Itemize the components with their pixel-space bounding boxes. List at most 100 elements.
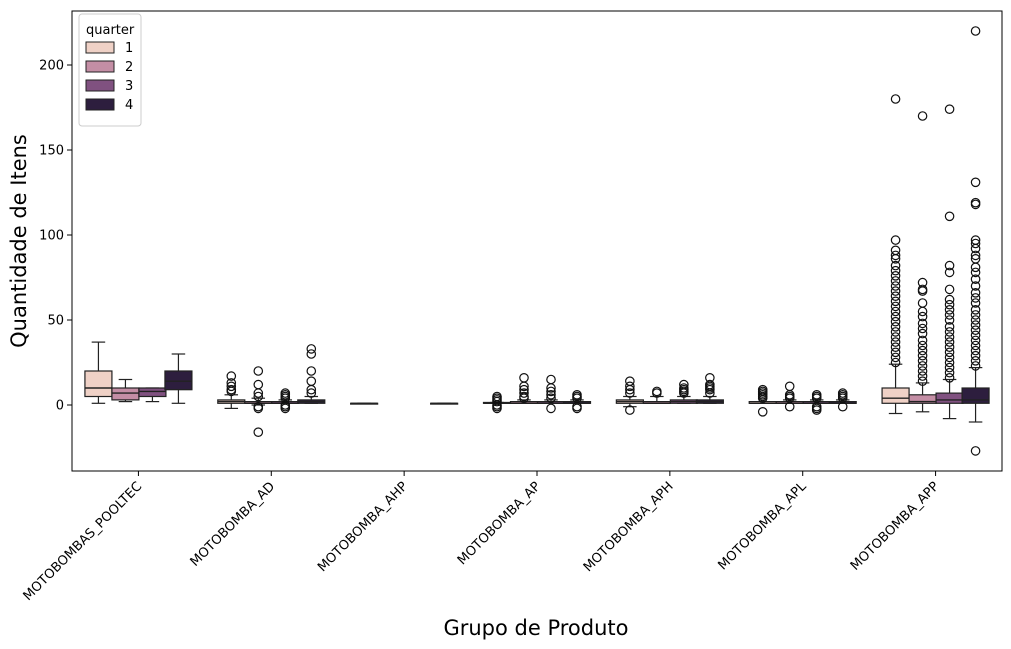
legend-swatch — [85, 79, 115, 92]
box — [138, 387, 167, 398]
x-axis-title: Grupo de Produto — [443, 616, 628, 640]
outlier-point — [944, 321, 955, 332]
outlier-point — [890, 332, 901, 342]
outlier-point — [890, 286, 901, 296]
x-tick-label: MOTOBOMBA_AD — [188, 479, 278, 569]
outlier-point — [492, 391, 502, 402]
outlier-point — [890, 311, 901, 322]
outlier-point — [757, 384, 768, 395]
x-tick-label: MOTOBOMBA_AHP — [315, 479, 411, 575]
outlier-point — [944, 357, 955, 368]
outlier-point — [226, 371, 237, 381]
outlier-point — [970, 325, 981, 335]
outlier-point — [890, 265, 901, 276]
outlier-point — [890, 357, 901, 368]
outlier-point — [757, 406, 768, 417]
outlier-point — [970, 320, 981, 330]
outlier-point — [890, 281, 901, 291]
legend-swatch — [85, 41, 115, 54]
outlier-point — [944, 352, 955, 363]
outlier-point — [705, 372, 715, 383]
outlier-point — [970, 293, 981, 303]
outlier-point — [253, 427, 264, 437]
outlier-point — [306, 376, 317, 386]
outlier-point — [280, 388, 291, 398]
outlier-point — [679, 379, 689, 390]
outlier-point — [519, 388, 529, 398]
outlier-point — [970, 304, 981, 315]
series-2 — [111, 111, 937, 437]
x-axis: MOTOBOMBAS_POOLTEC MOTOBOMBA_AD MOTOBOMBA_… — [21, 471, 943, 604]
box — [935, 392, 964, 404]
outlier-point — [970, 274, 981, 284]
outlier-point — [970, 315, 981, 325]
legend: quarter 1 2 3 4 — [78, 13, 142, 127]
outlier-point — [970, 177, 981, 188]
outlier-point — [890, 235, 901, 245]
outlier-point — [890, 347, 901, 358]
outlier-point — [917, 361, 928, 371]
series-3 — [138, 104, 964, 420]
plot-area — [84, 26, 990, 456]
y-tick-label: 0 — [56, 399, 64, 414]
outlier-point — [944, 337, 955, 347]
outlier-point — [944, 342, 955, 352]
outlier-point — [917, 298, 928, 308]
outlier-point — [811, 389, 822, 400]
outlier-point — [970, 345, 981, 356]
outlier-point — [890, 352, 901, 363]
outlier-point — [226, 381, 237, 392]
outlier-point — [625, 381, 635, 392]
outlier-point — [306, 344, 317, 354]
outlier-point — [944, 284, 955, 295]
outlier-point — [226, 378, 237, 388]
y-axis: 0 50 100 150 200 — [39, 59, 72, 414]
outlier-point — [917, 340, 928, 351]
box — [961, 387, 990, 404]
outlier-point — [890, 291, 901, 301]
x-tick-label: MOTOBOMBA_APL — [715, 479, 810, 574]
outlier-point — [306, 388, 317, 398]
outlier-point — [944, 362, 955, 373]
outlier-point — [944, 315, 955, 325]
outlier-point — [970, 253, 981, 264]
outlier-point — [970, 361, 981, 371]
outlier-point — [784, 381, 795, 392]
outlier-point — [917, 284, 928, 295]
outlier-point — [970, 298, 981, 308]
outlier-point — [944, 367, 955, 378]
outlier-point — [970, 350, 981, 361]
outlier-point — [253, 401, 264, 412]
y-tick-label: 100 — [39, 229, 64, 244]
outlier-point — [546, 386, 556, 397]
outlier-point — [917, 335, 928, 346]
outlier-point — [944, 267, 955, 278]
outlier-point — [970, 267, 981, 278]
outlier-point — [917, 111, 928, 121]
legend-title: quarter — [86, 23, 135, 38]
outlier-point — [890, 94, 901, 104]
outlier-point — [226, 384, 237, 395]
outlier-point — [970, 355, 981, 366]
outlier-point — [970, 340, 981, 351]
outlier-point — [944, 211, 955, 222]
outlier-point — [890, 321, 901, 332]
outlier-point — [890, 337, 901, 347]
outlier-point — [890, 316, 901, 327]
series-1 — [84, 94, 910, 417]
box — [111, 387, 140, 401]
outlier-point — [917, 371, 928, 381]
y-tick-label: 50 — [47, 314, 64, 329]
outlier-point — [652, 386, 662, 397]
outlier-point — [917, 345, 928, 356]
outlier-point — [546, 403, 556, 414]
outlier-point — [917, 350, 928, 361]
outlier-point — [970, 335, 981, 346]
outlier-point — [944, 299, 955, 310]
outlier-point — [970, 238, 981, 249]
outlier-point — [890, 270, 901, 281]
outlier-point — [705, 379, 715, 390]
legend-label: 1 — [125, 41, 133, 56]
outlier-point — [917, 311, 928, 322]
